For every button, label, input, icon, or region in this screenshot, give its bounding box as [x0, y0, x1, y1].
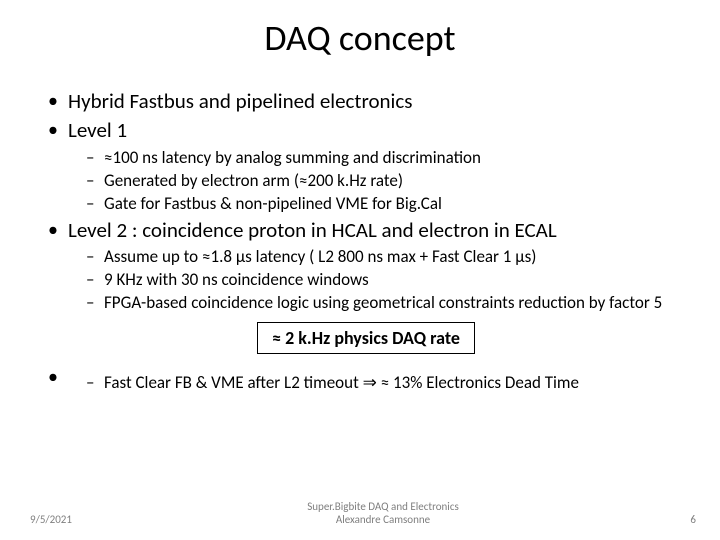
bullet-level2-cont: . Fast Clear FB & VME after L2 timeout ⇒…	[48, 364, 684, 393]
level2-sublist-cont: Fast Clear FB & VME after L2 timeout ⇒ ≈…	[68, 372, 684, 394]
bullet-level1-label: Level 1	[68, 117, 127, 143]
footer-page-number: 6	[656, 513, 696, 526]
l2-sub-9khz: 9 KHz with 30 ns coincidence windows	[68, 269, 684, 291]
l1-sub-gate: Gate for Fastbus & non-pipelined VME for…	[68, 193, 684, 215]
l2-sub-fpga: FPGA-based coincidence logic using geome…	[68, 292, 684, 314]
bullet-level2: Level 2 : coincidence proton in HCAL and…	[48, 217, 684, 315]
bullet-list-continued: . Fast Clear FB & VME after L2 timeout ⇒…	[48, 364, 684, 393]
physics-rate-box: ≈ 2 k.Hz physics DAQ rate	[257, 322, 475, 354]
bullet-level1: Level 1 ≈100 ns latency by analog summin…	[48, 117, 684, 215]
bullet-hybrid: Hybrid Fastbus and pipelined electronics	[48, 88, 684, 115]
bullet-level2-label: Level 2 : coincidence proton in HCAL and…	[68, 217, 557, 243]
footer-center: Super.Bigbite DAQ and Electronics Alexan…	[110, 500, 656, 526]
l1-sub-generated: Generated by electron arm (≈200 k.Hz rat…	[68, 170, 684, 192]
l2-sub-fastclear: Fast Clear FB & VME after L2 timeout ⇒ ≈…	[68, 372, 684, 394]
slide-footer: 9/5/2021 Super.Bigbite DAQ and Electroni…	[0, 500, 720, 526]
bullet-list-lvl1: Hybrid Fastbus and pipelined electronics…	[48, 88, 684, 314]
footer-line1: Super.Bigbite DAQ and Electronics	[110, 500, 656, 513]
l2-sub-assume: Assume up to ≈1.8 μs latency ( L2 800 ns…	[68, 246, 684, 268]
slide-content: Hybrid Fastbus and pipelined electronics…	[0, 88, 720, 394]
footer-line2: Alexandre Camsonne	[110, 513, 656, 526]
slide-title: DAQ concept	[0, 16, 720, 60]
l1-sub-latency: ≈100 ns latency by analog summing and di…	[68, 147, 684, 169]
footer-date: 9/5/2021	[30, 513, 110, 526]
level1-sublist: ≈100 ns latency by analog summing and di…	[68, 147, 684, 215]
level2-sublist: Assume up to ≈1.8 μs latency ( L2 800 ns…	[68, 246, 684, 314]
slide: DAQ concept Hybrid Fastbus and pipelined…	[0, 0, 720, 540]
